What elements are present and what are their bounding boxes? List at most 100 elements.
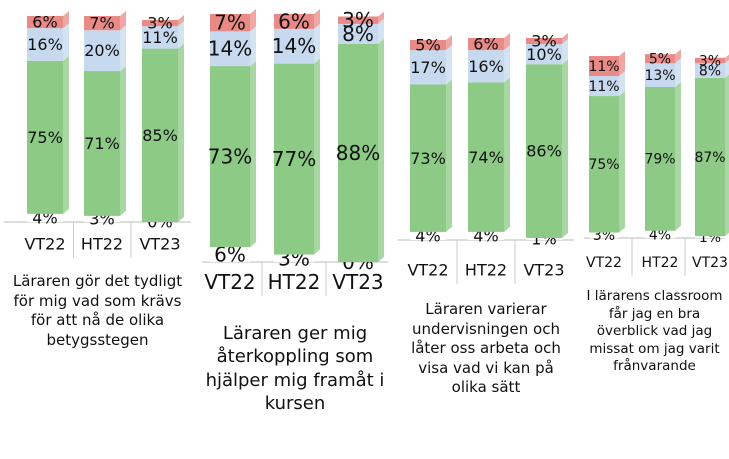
data-label: 20% bbox=[84, 41, 120, 60]
bar-side bbox=[725, 54, 729, 64]
bar-segment bbox=[468, 38, 504, 51]
bar-segment bbox=[27, 213, 63, 222]
bar-side bbox=[250, 242, 256, 262]
data-label: 5% bbox=[415, 36, 440, 55]
bar-side bbox=[178, 21, 184, 49]
bar-segment bbox=[695, 236, 725, 238]
data-label: 5% bbox=[649, 52, 671, 68]
bar-segment bbox=[410, 84, 446, 232]
bar-side bbox=[178, 43, 184, 222]
data-label: 73% bbox=[208, 145, 252, 169]
chart-title: Läraren varierar undervisningen och låte… bbox=[411, 300, 561, 396]
bar-side bbox=[562, 33, 568, 45]
x-tick-label: VT22 bbox=[407, 261, 448, 280]
bar-segment bbox=[468, 82, 504, 232]
bar-segment bbox=[410, 50, 446, 85]
bar-side bbox=[63, 23, 69, 61]
bar-segment bbox=[589, 96, 619, 233]
bar-side bbox=[562, 232, 568, 240]
x-tick-label: VT22 bbox=[24, 235, 65, 254]
data-label: 4% bbox=[649, 227, 671, 243]
data-label: 8% bbox=[342, 22, 374, 46]
bar-segment bbox=[695, 57, 725, 64]
bar-segment bbox=[84, 71, 120, 216]
bar-segment bbox=[338, 16, 378, 24]
bar-side bbox=[619, 227, 625, 238]
chart-panel: 4% 75% 16% 6% VT22 3% 71% 20% 7% HT22 0% 85% 11% 3% VT… bbox=[0, 0, 195, 459]
x-tick-label: HT22 bbox=[268, 270, 321, 294]
bar-side bbox=[504, 77, 510, 232]
bar-segment bbox=[210, 14, 250, 32]
bar-segment bbox=[526, 44, 562, 65]
x-tick-label: VT23 bbox=[692, 255, 728, 271]
bar-segment bbox=[589, 56, 619, 77]
bar-side bbox=[725, 232, 729, 238]
data-label: 11% bbox=[142, 28, 178, 47]
x-tick-label: VT23 bbox=[523, 261, 564, 280]
data-label: 3% bbox=[342, 8, 374, 32]
bar-side bbox=[504, 33, 510, 51]
data-label: 75% bbox=[588, 157, 619, 173]
data-label: 6% bbox=[473, 35, 498, 54]
bar-side bbox=[446, 45, 452, 85]
data-label: 85% bbox=[142, 126, 178, 145]
data-label: 14% bbox=[208, 37, 252, 61]
bar-segment bbox=[84, 15, 120, 31]
bar-side bbox=[63, 55, 69, 214]
x-tick-label: HT22 bbox=[642, 255, 679, 271]
data-label: 71% bbox=[84, 134, 120, 153]
chart-title: Läraren ger mig återkoppling som hjälper… bbox=[205, 323, 385, 415]
chart: 6%73%14%7%VT223%77%14%6%HT220%88%8%3%VT2… bbox=[202, 8, 388, 296]
bar-side bbox=[504, 226, 510, 240]
bar-side bbox=[446, 226, 452, 240]
bar-side bbox=[120, 25, 126, 72]
data-label: 75% bbox=[27, 128, 63, 147]
data-label: 3% bbox=[147, 14, 172, 33]
bar-segment bbox=[468, 50, 504, 83]
bar-side bbox=[378, 11, 384, 24]
bar-side bbox=[675, 58, 681, 87]
x-tick-label: HT22 bbox=[465, 261, 507, 280]
bar-side bbox=[725, 59, 729, 78]
bar-segment bbox=[210, 31, 250, 67]
bar-side bbox=[619, 51, 625, 77]
chart: 3%75%11%11%VT224%79%13%5%HT221%87%8%3%VT… bbox=[584, 49, 729, 276]
bar-side bbox=[675, 225, 681, 238]
bar-side bbox=[250, 9, 256, 32]
chart-panel: 4% 73% 17% 5% VT22 4% 74% 16% 6% HT22 1% 86% 10% 3% VT… bbox=[394, 0, 578, 459]
bar-segment bbox=[695, 77, 725, 237]
data-label: 6% bbox=[32, 13, 57, 32]
bar-segment bbox=[27, 15, 63, 29]
bar-segment bbox=[84, 215, 120, 222]
data-label: 88% bbox=[336, 141, 380, 165]
x-tick-label: HT22 bbox=[81, 235, 123, 254]
chart-panel: 3% 75% 11% 11% VT22 4% 79% 13% 5% HT22 1% 87% 8% 3% VT… bbox=[580, 0, 729, 459]
bar-segment bbox=[27, 28, 63, 61]
x-tick-label: VT22 bbox=[586, 255, 622, 271]
bar-segment bbox=[526, 64, 562, 238]
bar-side bbox=[675, 81, 681, 231]
x-tick-label: VT23 bbox=[139, 235, 180, 254]
bar-segment bbox=[645, 63, 675, 87]
bar-side bbox=[562, 39, 568, 65]
data-label: 14% bbox=[272, 34, 316, 58]
bar-side bbox=[725, 74, 729, 237]
data-label: 11% bbox=[588, 79, 619, 95]
bar-side bbox=[562, 59, 568, 238]
data-label: 3% bbox=[699, 53, 721, 69]
chart: 4%73%17%5%VT224%74%16%6%HT221%86%10%3%VT… bbox=[398, 32, 574, 284]
data-label: 3% bbox=[531, 32, 556, 51]
data-label: 8% bbox=[699, 63, 721, 79]
data-label: 7% bbox=[89, 14, 114, 33]
bar-segment bbox=[274, 14, 314, 29]
bar-segment bbox=[84, 30, 120, 72]
bar-side bbox=[446, 35, 452, 51]
bar-segment bbox=[274, 254, 314, 262]
bar-segment bbox=[27, 60, 63, 214]
data-label: 87% bbox=[694, 150, 725, 166]
bar-side bbox=[120, 66, 126, 216]
bar-segment bbox=[410, 40, 446, 51]
bar-side bbox=[120, 10, 126, 31]
bar-segment bbox=[274, 63, 314, 255]
